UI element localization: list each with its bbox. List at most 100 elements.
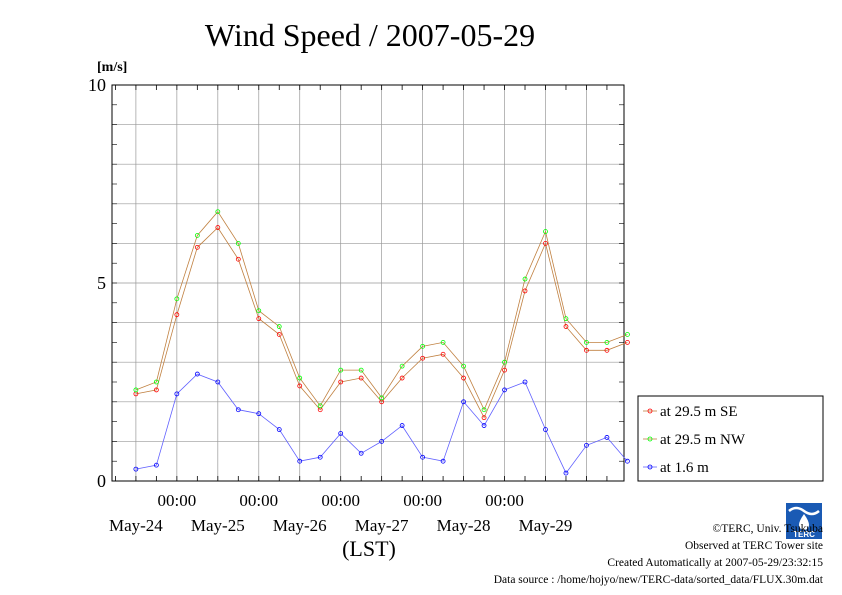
x-tick-time-label: 00:00: [157, 491, 196, 510]
data-point: [174, 296, 180, 302]
legend: at 29.5 m SE at 29.5 m NW at 1.6 m: [637, 395, 824, 482]
data-point: [379, 395, 385, 401]
data-point: [522, 288, 528, 294]
data-point: [461, 375, 466, 381]
x-tick-date-label: May-25: [191, 516, 245, 535]
data-point: [625, 339, 630, 345]
data-point: [194, 244, 200, 250]
data-point: [543, 240, 548, 246]
data-point: [563, 324, 569, 329]
series-2: [133, 209, 630, 413]
data-point: [215, 379, 221, 385]
legend-swatch-marker: [647, 436, 653, 442]
data-point: [133, 466, 139, 472]
data-point: [133, 387, 139, 393]
data-point: [502, 367, 507, 373]
data-point: [276, 324, 282, 329]
series-line: [135, 211, 628, 411]
data-point: [461, 363, 466, 369]
data-point: [215, 209, 221, 215]
data-point: [317, 403, 323, 409]
x-tick-time-label: 00:00: [239, 491, 278, 510]
plot-frame: [111, 84, 625, 482]
data-point: [584, 442, 589, 448]
data-point: [440, 339, 446, 345]
data-point: [256, 411, 262, 417]
x-axis-label: (LST): [342, 536, 396, 561]
data-point: [153, 379, 159, 385]
chart-title: Wind Speed / 2007-05-29: [205, 17, 535, 53]
data-point: [563, 316, 569, 322]
data-point: [276, 332, 282, 337]
data-point: [481, 407, 487, 413]
data-point: [379, 438, 385, 444]
legend-swatch-marker: [647, 464, 653, 470]
data-point: [563, 470, 569, 476]
data-point: [153, 462, 159, 468]
observed-text: Observed at TERC Tower site: [685, 540, 823, 552]
legend-label: at 29.5 m SE: [660, 404, 738, 420]
data-point: [174, 312, 180, 318]
y-tick-label: 10: [88, 75, 106, 95]
data-point: [420, 343, 426, 349]
data-point: [338, 431, 344, 436]
data-point: [481, 423, 487, 428]
data-point: [522, 379, 528, 385]
data-point: [338, 379, 344, 385]
logo-wave-icon: [788, 506, 820, 516]
data-point: [399, 423, 405, 428]
data-point: [604, 339, 610, 345]
data-point: [358, 375, 364, 381]
terc-logo: TERC: [786, 503, 822, 539]
data-point: [502, 387, 507, 393]
data-point: [317, 454, 323, 460]
x-tick-time-label: 00:00: [321, 491, 360, 510]
y-axis-label: [m/s]: [97, 60, 127, 75]
data-point: [420, 454, 426, 460]
data-point: [584, 339, 589, 345]
series-line: [135, 373, 628, 474]
data-point: [522, 276, 528, 282]
y-tick-label: 5: [97, 273, 106, 293]
data-point: [625, 458, 630, 464]
copyright-text: ©TERC, Univ. Tsukuba: [713, 523, 823, 535]
x-tick-date-label: May-27: [355, 516, 409, 535]
series: [133, 209, 630, 476]
data-point: [297, 383, 303, 389]
data-point: [153, 387, 159, 393]
grid: [112, 85, 624, 481]
created-text: Created Automatically at 2007-05-29/23:3…: [607, 557, 823, 569]
data-point: [420, 355, 426, 361]
data-point: [235, 240, 241, 246]
data-point: [543, 229, 548, 234]
data-point: [584, 347, 589, 353]
x-tick-time-label: 00:00: [485, 491, 524, 510]
x-tick-date-label: May-29: [519, 516, 573, 535]
x-tick-date-label: May-26: [273, 516, 327, 535]
logo-text: TERC: [793, 530, 815, 539]
datasource-text: Data source : /home/hojyo/new/TERC-data/…: [494, 574, 824, 586]
logo-drop-icon: [799, 514, 809, 530]
y-ticks: 0 5 10: [88, 75, 106, 491]
legend-label: at 29.5 m NW: [660, 432, 746, 448]
x-tick-date-label: May-28: [437, 516, 491, 535]
data-point: [604, 347, 610, 353]
series-3: [133, 371, 630, 476]
data-point: [235, 256, 241, 262]
data-point: [543, 427, 548, 432]
data-point: [276, 427, 282, 432]
series-line: [135, 226, 628, 419]
x-tick-date-label: May-24: [109, 516, 163, 535]
data-point: [297, 458, 303, 464]
x-tick-time-label: 00:00: [403, 491, 442, 510]
data-point: [215, 225, 221, 230]
data-point: [235, 407, 241, 413]
data-point: [604, 435, 610, 440]
legend-box: [637, 395, 824, 482]
legend-label: at 1.6 m: [660, 460, 709, 476]
data-point: [338, 367, 344, 373]
data-point: [256, 316, 262, 322]
data-point: [399, 363, 405, 369]
data-point: [399, 375, 405, 381]
